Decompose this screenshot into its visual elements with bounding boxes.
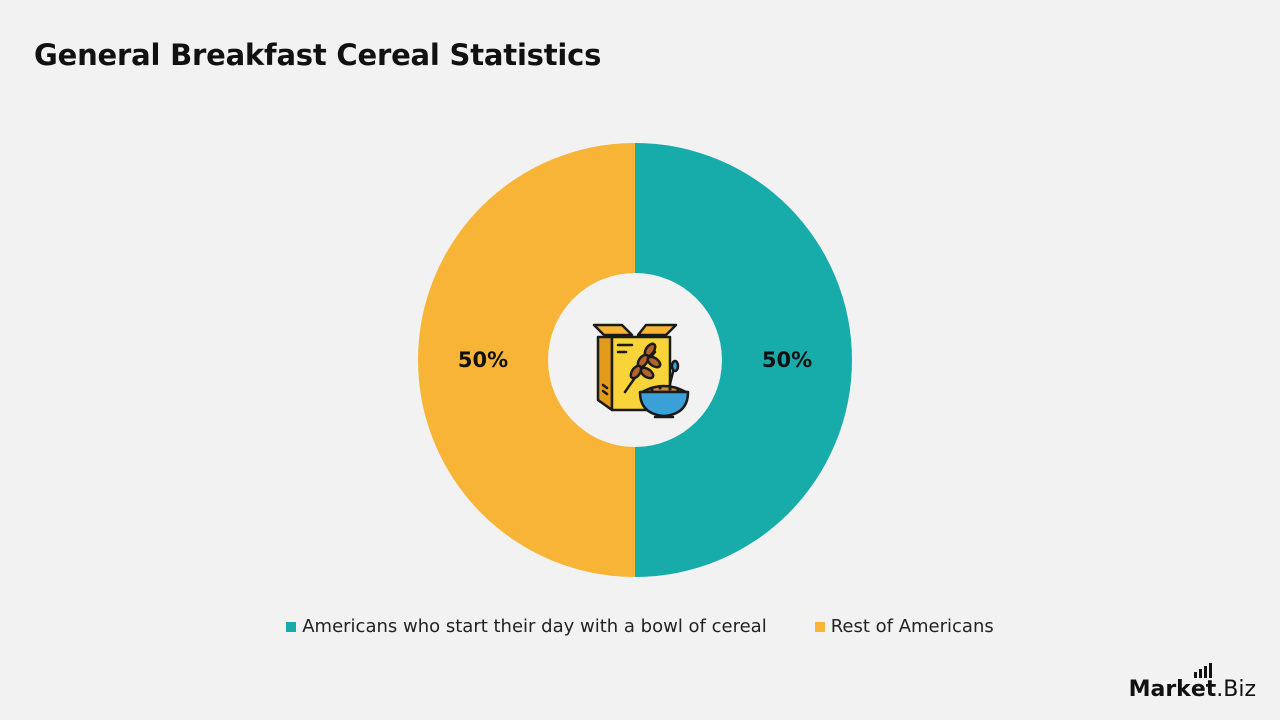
legend-label: Rest of Americans — [830, 616, 994, 637]
brand-logo: Mark et .Biz — [1128, 663, 1256, 702]
brand-text-mark: Mark — [1128, 677, 1191, 702]
brand-text-biz: .Biz — [1216, 677, 1256, 702]
legend-item-rest-of-americans: Rest of Americans — [814, 616, 994, 637]
legend-swatch-teal — [286, 621, 297, 632]
donut-slice-0 — [635, 143, 852, 577]
chart-legend: Americans who start their day with a bow… — [0, 616, 1280, 637]
chart-title: General Breakfast Cereal Statistics — [34, 38, 602, 72]
cereal-box-and-bowl-icon — [592, 323, 690, 419]
donut-slice-1 — [418, 143, 635, 577]
legend-swatch-orange — [814, 621, 825, 632]
legend-item-americans-cereal: Americans who start their day with a bow… — [286, 616, 767, 637]
slice-label-0: 50% — [762, 348, 812, 372]
slice-labels-layer: 50% 50% — [458, 348, 812, 372]
bar-chart-icon — [1193, 663, 1212, 678]
slices-layer — [418, 143, 852, 577]
legend-label: Americans who start their day with a bow… — [302, 616, 767, 637]
brand-text-et: et — [1191, 663, 1216, 702]
slice-label-1: 50% — [458, 348, 508, 372]
